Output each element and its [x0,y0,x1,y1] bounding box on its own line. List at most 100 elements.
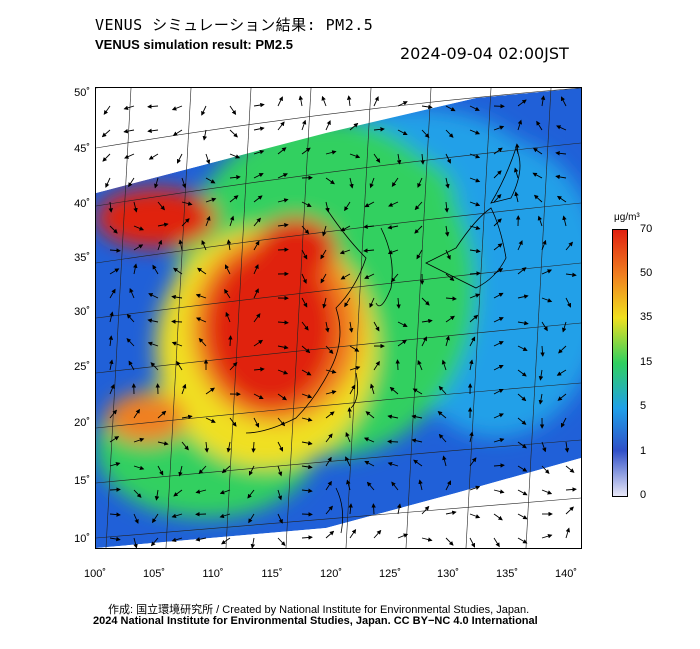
wind-arrow [387,439,399,444]
wind-arrow [176,153,183,164]
wind-arrow [418,479,423,491]
wind-arrow [253,173,264,179]
wind-arrow [349,122,359,131]
wind-arrow [301,119,307,131]
wind-arrow [157,410,167,419]
wind-arrow [364,273,375,279]
wind-arrow [493,218,502,227]
wind-arrow [536,120,543,131]
wind-arrow [171,294,183,300]
wind-arrow [373,529,382,539]
wind-arrow [133,244,144,251]
wind-arrow [445,177,450,189]
coastlines [245,146,521,534]
wind-arrow [369,177,375,189]
lat-tick-50: 50˚ [74,87,90,99]
wind-arrow [325,345,334,354]
wind-arrow [517,267,527,275]
lat-tick-15: 15˚ [74,475,90,487]
wind-arrow [133,408,140,419]
wind-arrow [517,345,528,351]
lat-tick-10: 10˚ [74,533,90,545]
wind-arrow [340,225,351,232]
wind-arrow [513,167,519,179]
wind-arrow [469,177,481,183]
wind-arrow [277,247,289,252]
wind-arrow [565,272,577,278]
wind-arrow [109,436,120,443]
wind-arrow [277,173,288,179]
wind-arrow [414,225,423,234]
wind-arrow [253,126,265,131]
wind-arrow [219,489,231,495]
wind-arrow [349,177,354,189]
wind-arrow [346,95,352,107]
wind-arrow [128,360,135,371]
wind-arrow [469,248,481,254]
wind-arrow [469,513,481,519]
wind-arrow [109,225,118,234]
wind-arrow [124,153,135,159]
wind-arrow [253,339,264,347]
wind-arrow [133,201,138,213]
wind-arrow [301,369,312,376]
wind-arrow [363,248,375,253]
wind-arrow [389,386,399,395]
wind-arrow [229,215,235,227]
wind-arrow [277,96,283,107]
lon-tick-100: 100˚ [83,568,107,580]
wind-arrow [133,537,138,548]
wind-arrow [349,528,357,539]
wind-arrow [541,297,553,303]
wind-arrow [171,537,183,543]
wind-arrow [147,318,159,323]
lon-tick-105: 105˚ [142,568,166,580]
wind-arrow [348,321,354,333]
wind-arrow [373,360,380,371]
wind-arrow [198,337,207,347]
wind-arrow [201,239,207,251]
wind-arrow [532,147,543,155]
wind-arrow [445,129,454,138]
wind-arrow [320,249,327,260]
wind-arrow [301,345,311,354]
wind-arrow [395,359,400,371]
wind-arrow [133,513,139,524]
wind-arrow [277,147,287,155]
colorbar-label-0: 0 [640,489,647,501]
wind-arrow [253,240,260,251]
wind-arrow [390,273,399,283]
wind-arrow [397,339,407,347]
wind-arrow [564,441,570,453]
wind-arrow [346,479,351,491]
wind-arrow [517,417,527,425]
wind-arrow [438,385,447,395]
wind-arrow [493,170,502,179]
wind-arrow [172,129,183,136]
wind-arrow [493,413,504,419]
domain-mask-south [96,458,581,548]
wind-arrow [325,201,330,213]
wind-arrow [152,513,159,524]
wind-arrow [250,537,256,548]
wind-arrow [373,96,379,107]
wind-arrow [469,431,474,443]
simulation-domain [96,88,581,548]
wind-arrow [128,177,135,188]
wind-arrow [387,249,399,255]
wind-arrow [373,321,380,332]
wind-arrow [565,297,572,308]
lon-tick-115: 115˚ [261,568,283,580]
wind-arrow [517,441,527,449]
wind-arrow [366,481,375,491]
wind-arrow [373,127,385,132]
wind-arrow [102,153,111,162]
wind-arrow [469,153,481,159]
wind-arrow [147,341,159,347]
wind-arrow [205,387,215,395]
wind-arrow [445,510,457,515]
wind-arrow [277,393,287,401]
wind-arrow [325,390,337,395]
wind-arrow [397,503,402,515]
wind-arrow [202,129,207,141]
